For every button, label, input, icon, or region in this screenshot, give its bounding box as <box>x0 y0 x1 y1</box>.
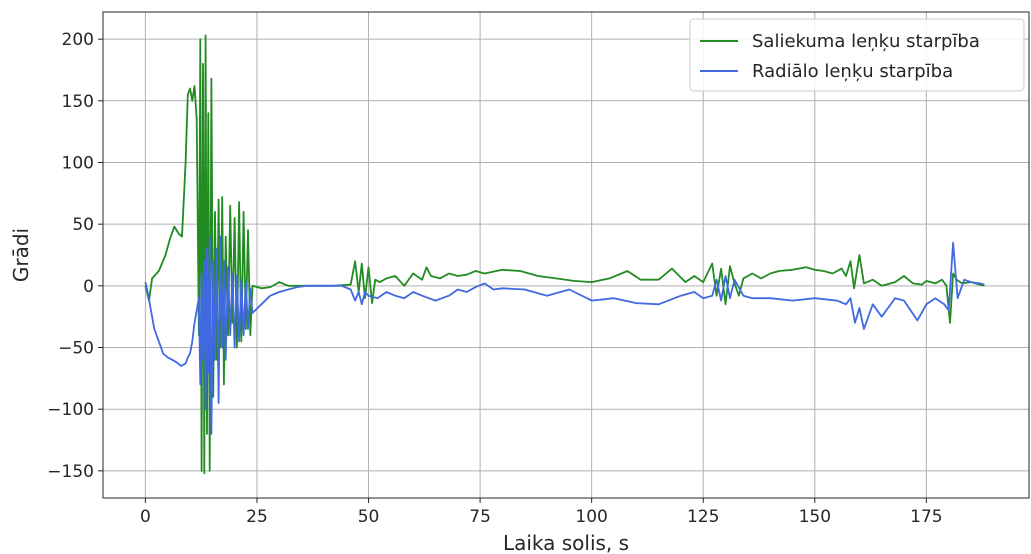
x-tick-label: 75 <box>469 507 491 527</box>
y-tick-label: 0 <box>83 277 94 297</box>
legend-label: Radiālo leņķu starpība <box>752 61 953 82</box>
x-tick-label: 25 <box>246 507 268 527</box>
grid <box>103 12 1029 498</box>
legend-label: Saliekuma leņķu starpība <box>752 31 980 52</box>
series-layer <box>144 34 985 475</box>
y-tick-label: −100 <box>47 400 94 420</box>
x-tick-label: 50 <box>358 507 380 527</box>
x-axis-label: Laika solis, s <box>503 531 629 554</box>
series-line-1 <box>144 34 985 475</box>
x-tick-label: 125 <box>687 507 719 527</box>
plot-frame <box>102 11 1030 499</box>
y-tick-label: 50 <box>72 215 94 235</box>
y-tick-label: 200 <box>62 30 94 50</box>
x-tick-label: 175 <box>910 507 942 527</box>
x-tick-label: 150 <box>799 507 831 527</box>
ticks: 0 25 50 75 100 125 150 175 −150 −100 −50 0 50 100 150 2… <box>47 30 942 527</box>
y-axis-label: Grādi <box>9 228 33 282</box>
x-tick-label: 100 <box>575 507 607 527</box>
y-tick-label: 150 <box>62 92 94 112</box>
y-tick-label: 100 <box>62 153 94 173</box>
y-tick-label: −150 <box>47 462 94 482</box>
legend-box <box>689 18 1025 92</box>
x-tick-label: 0 <box>140 507 151 527</box>
series-line-2 <box>144 235 985 435</box>
legend: Saliekuma leņķu starpība Radiālo leņķu st… <box>689 18 1025 92</box>
y-tick-label: −50 <box>58 339 94 359</box>
